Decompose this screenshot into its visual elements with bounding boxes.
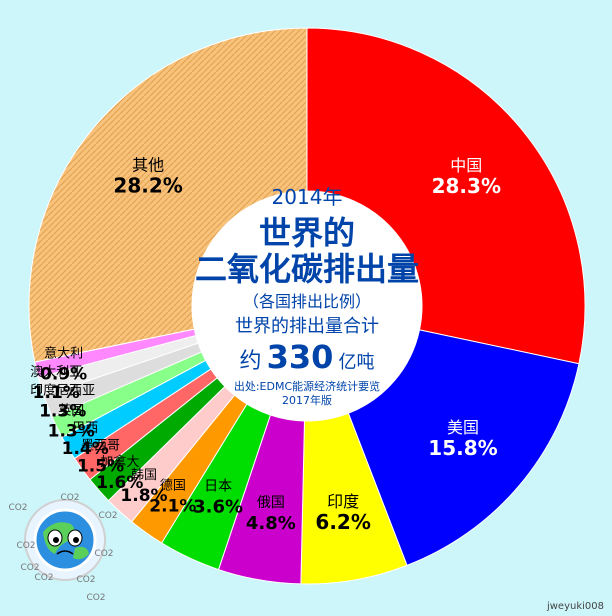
slice-label-2: 美国 (447, 418, 479, 437)
slice-value-1: 28.3% (432, 174, 501, 198)
slice-label-14: 意大利 (44, 345, 83, 361)
slice-label-6: 德国 (160, 478, 186, 493)
slice-label-15: 其他 (132, 155, 164, 174)
center-total-label: 世界的排出量合计 (235, 316, 379, 337)
slice-label-9: 墨西哥 (81, 439, 120, 454)
slice-value-6: 2.1% (149, 496, 196, 516)
co2-bubble-2: CO2 (16, 541, 35, 551)
co2-bubble-3: CO2 (34, 573, 53, 583)
co2-bubble-6: CO2 (98, 511, 117, 521)
center-total-suffix: 亿吨 (339, 352, 375, 373)
center-total-value: 330 (267, 338, 334, 376)
slice-value-12: 1.3% (39, 402, 86, 422)
slice-label-8: 加拿大 (100, 454, 139, 470)
slice-value-13: 1.1% (33, 383, 80, 403)
co2-bubble-5: CO2 (94, 549, 113, 559)
slice-value-15: 28.2% (113, 173, 182, 197)
co2-bubble-8: CO2 (20, 563, 39, 573)
co2-bubble-1: CO2 (8, 503, 27, 513)
credit-text: jweyuki008 (546, 601, 604, 612)
slice-value-2: 15.8% (428, 436, 497, 460)
slice-label-10: 巴西 (72, 421, 98, 436)
co2-bubble-9: CO2 (86, 593, 105, 603)
slice-label-13: 澳大利亚 (30, 364, 82, 380)
slice-label-5: 日本 (204, 478, 232, 494)
donut-hole (192, 191, 422, 421)
slice-value-4: 4.8% (246, 513, 296, 534)
slice-value-14: 0.9% (40, 364, 87, 384)
center-subtitle: （各国排出比例） (243, 292, 371, 311)
slice-value-8: 1.6% (96, 473, 143, 493)
co2-bubble-7: CO2 (60, 493, 79, 503)
center-year: 2014年 (272, 185, 343, 209)
slice-label-11: 英国 (58, 403, 84, 418)
center-title-line2: 二氧化碳排出量 (195, 250, 419, 288)
center-total-prefix: 约 (240, 349, 262, 374)
center-total: 约 330 亿吨 (240, 338, 375, 376)
slice-label-12: 印度尼西亚 (30, 383, 95, 399)
center-source-line2: 2017年版 (282, 393, 332, 407)
slice-label-7: 韩国 (131, 468, 157, 483)
slice-label-3: 印度 (327, 492, 359, 511)
slice-value-5: 3.6% (193, 496, 243, 517)
co2-bubble-4: CO2 (76, 575, 95, 585)
slice-value-11: 1.3% (48, 421, 95, 441)
center-title-line1: 世界的 (259, 214, 355, 252)
slice-value-9: 1.5% (77, 457, 124, 477)
slice-value-10: 1.4% (62, 439, 109, 459)
slice-label-4: 俄国 (257, 495, 285, 511)
slice-value-3: 6.2% (315, 510, 370, 534)
center-source-line1: 出处:EDMC能源经济统计要览 (234, 379, 380, 393)
slice-label-1: 中国 (450, 156, 482, 175)
earth-co2-icon (24, 499, 106, 581)
slice-value-7: 1.8% (120, 486, 167, 506)
